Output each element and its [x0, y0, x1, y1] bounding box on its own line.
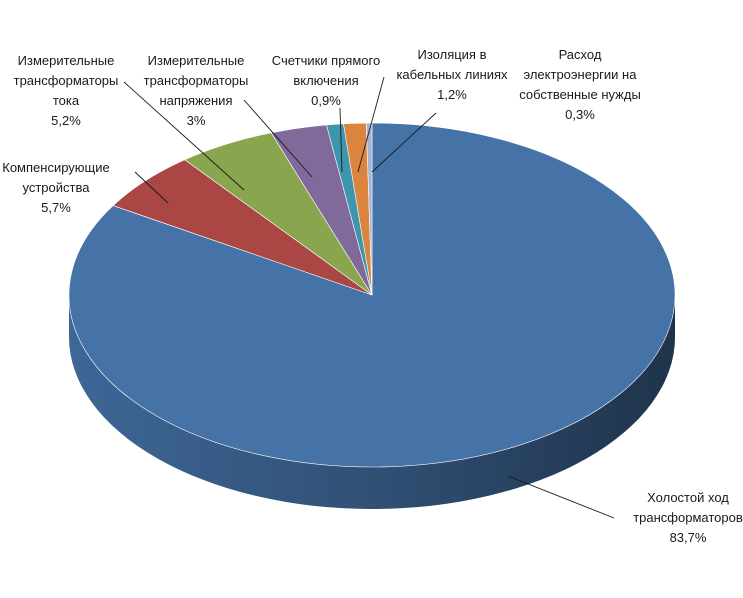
- slice-label-line: кабельных линиях: [396, 67, 508, 82]
- leader-lines: [123, 76, 615, 519]
- slice-value-label: 83,7%: [670, 530, 707, 545]
- slice-value-label: 0,9%: [311, 93, 341, 108]
- slice-value-label: 5,2%: [51, 113, 81, 128]
- leader-line-5: [357, 76, 385, 173]
- slice-label-line: тока: [53, 93, 80, 108]
- slice-label-line: трансформаторов: [633, 510, 743, 525]
- slice-label-5: Изоляция в кабельных линиях 1,2%: [396, 47, 508, 102]
- slice-label-line: трансформаторы: [14, 73, 119, 88]
- leader-line-4: [339, 107, 343, 173]
- leader-line-1: [134, 171, 169, 204]
- slice-label-line: Изоляция в: [418, 47, 487, 62]
- slice-label-4: Счетчики прямого включения 0,9%: [272, 53, 380, 108]
- slice-side-shade-0: [69, 295, 675, 509]
- slice-label-line: трансформаторы: [144, 73, 249, 88]
- leader-line-3: [243, 99, 313, 178]
- pie-side-walls: [69, 295, 675, 509]
- slice-value-label: 3%: [187, 113, 206, 128]
- slice-labels: Холостой ход трансформаторов 83,7% Компенси…: [2, 47, 743, 545]
- leader-line-6: [371, 112, 437, 173]
- slice-label-line: Измерительные: [148, 53, 245, 68]
- slice-label-line: собственные нужды: [519, 87, 641, 102]
- slice-label-line: электроэнергии на: [524, 67, 638, 82]
- slice-label-line: Измерительные: [18, 53, 115, 68]
- slice-label-line: Холостой ход: [647, 490, 729, 505]
- slice-value-label: 0,3%: [565, 107, 595, 122]
- leader-line-2: [123, 81, 245, 191]
- slice-label-2: Измерительные трансформаторы тока 5,2%: [14, 53, 119, 128]
- slice-label-0: Холостой ход трансформаторов 83,7%: [633, 490, 743, 545]
- slice-label-1: Компенсирующие устройства 5,7%: [2, 160, 109, 215]
- slice-label-3: Измерительные трансформаторы напряжения 3%: [144, 53, 249, 128]
- slice-6: [365, 122, 373, 296]
- slice-label-6: Расход электроэнергии на собственные нужды…: [519, 47, 641, 122]
- slice-value-label: 1,2%: [437, 87, 467, 102]
- slice-label-line: Счетчики прямого: [272, 53, 380, 68]
- pie-top-faces: [68, 122, 676, 468]
- slice-label-line: включения: [293, 73, 358, 88]
- slice-label-line: Компенсирующие: [2, 160, 109, 175]
- slice-label-line: напряжения: [160, 93, 233, 108]
- slice-value-label: 5,7%: [41, 200, 71, 215]
- slice-label-line: устройства: [23, 180, 91, 195]
- leader-line-0: [507, 475, 615, 519]
- slice-label-line: Расход: [559, 47, 602, 62]
